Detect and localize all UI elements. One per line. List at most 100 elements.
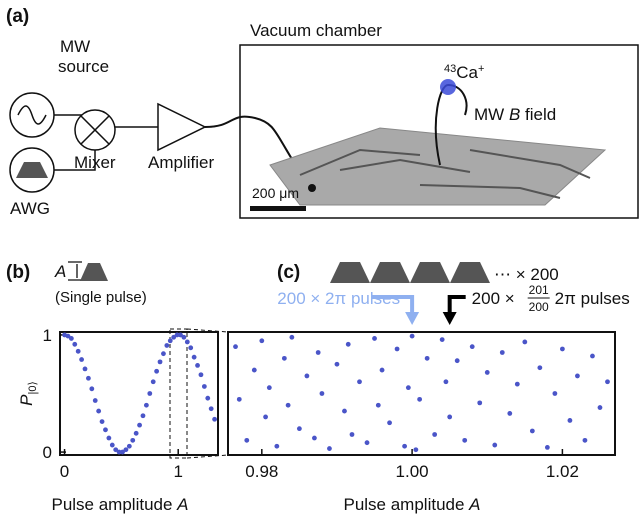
- point: [281, 355, 287, 361]
- point: [372, 336, 377, 341]
- point: [522, 339, 528, 345]
- field-part: field: [520, 105, 556, 124]
- x-label-part: Pulse amplitude: [343, 495, 469, 514]
- point: [96, 408, 102, 414]
- sine-icon: [17, 105, 47, 125]
- point: [402, 443, 407, 449]
- point: [208, 406, 214, 412]
- point: [201, 384, 207, 389]
- point: [82, 366, 88, 372]
- point: [251, 367, 257, 373]
- amplitude-marker: [68, 261, 82, 281]
- point: [477, 400, 483, 406]
- x-tick-label: 0: [60, 462, 69, 481]
- point: [178, 332, 183, 338]
- point: [75, 348, 81, 354]
- point: [72, 341, 78, 347]
- point: [349, 432, 355, 437]
- point: [120, 449, 125, 455]
- y-label-part: P: [17, 394, 36, 406]
- point: [167, 338, 173, 344]
- point: [432, 432, 438, 437]
- point: [154, 368, 160, 374]
- panel-label: (b): [6, 262, 30, 283]
- point: [469, 344, 475, 350]
- field-label: MW B field: [474, 105, 556, 124]
- point: [143, 402, 149, 408]
- point: [68, 336, 74, 341]
- point: [147, 391, 153, 396]
- field-part: MW: [474, 105, 509, 124]
- point: [274, 443, 280, 449]
- point: [544, 444, 550, 450]
- point: [113, 447, 119, 453]
- point: [259, 338, 265, 344]
- point: [312, 435, 317, 441]
- pulse-var: A: [54, 262, 66, 281]
- point: [552, 391, 558, 396]
- y-tick-label: 1: [43, 326, 52, 345]
- point: [89, 386, 95, 392]
- point: [212, 416, 217, 422]
- point: [409, 333, 415, 339]
- point: [140, 413, 146, 419]
- point: [195, 362, 200, 368]
- source-line: MW: [60, 37, 90, 56]
- point: [198, 372, 204, 378]
- point: [263, 414, 268, 420]
- cable: [204, 115, 313, 189]
- point: [394, 346, 400, 352]
- zoom-box: [169, 328, 188, 459]
- point: [174, 332, 180, 338]
- point: [289, 334, 295, 340]
- x-tick-label: 1.02: [546, 462, 579, 481]
- point: [236, 396, 242, 402]
- point: [379, 367, 385, 373]
- point: [79, 357, 84, 362]
- x-axis-label: Pulse amplitude A: [343, 495, 480, 514]
- point: [447, 414, 453, 420]
- x-tick-label: 1.00: [396, 462, 429, 481]
- point: [164, 343, 170, 348]
- ion: [440, 79, 456, 95]
- mixer-cross: [80, 115, 110, 145]
- point: [130, 437, 136, 443]
- point: [285, 402, 291, 408]
- point: [296, 426, 302, 432]
- point: [133, 430, 139, 436]
- pulse-icon: [16, 162, 48, 178]
- field-part: B: [509, 105, 520, 124]
- point: [514, 381, 520, 387]
- point: [126, 443, 132, 449]
- amplifier-icon: [157, 102, 207, 152]
- point: [342, 408, 347, 414]
- point: [86, 375, 91, 381]
- source-line: source: [58, 57, 109, 76]
- point: [304, 373, 310, 379]
- point: [462, 437, 468, 443]
- point: [137, 422, 142, 428]
- point: [109, 442, 115, 448]
- scale-bar: [250, 206, 306, 211]
- point: [605, 379, 610, 385]
- point: [507, 411, 513, 416]
- arrow-head: [405, 312, 420, 325]
- amplifier-label: Amplifier: [148, 153, 214, 172]
- point: [191, 354, 197, 360]
- fraction-den: 200: [529, 300, 549, 314]
- point: [567, 418, 573, 423]
- point: [157, 359, 163, 365]
- point: [413, 447, 419, 453]
- point: [315, 350, 321, 355]
- point: [106, 435, 112, 441]
- zoom-connector: [186, 328, 229, 459]
- arrow-head: [442, 312, 457, 325]
- point: [116, 449, 122, 455]
- annotation-arrow: [447, 295, 466, 314]
- ion-mass: 43: [444, 63, 456, 75]
- point: [357, 379, 362, 385]
- ion-name: Ca: [456, 63, 478, 82]
- annotation: 200 ×: [472, 289, 515, 308]
- point: [150, 379, 156, 385]
